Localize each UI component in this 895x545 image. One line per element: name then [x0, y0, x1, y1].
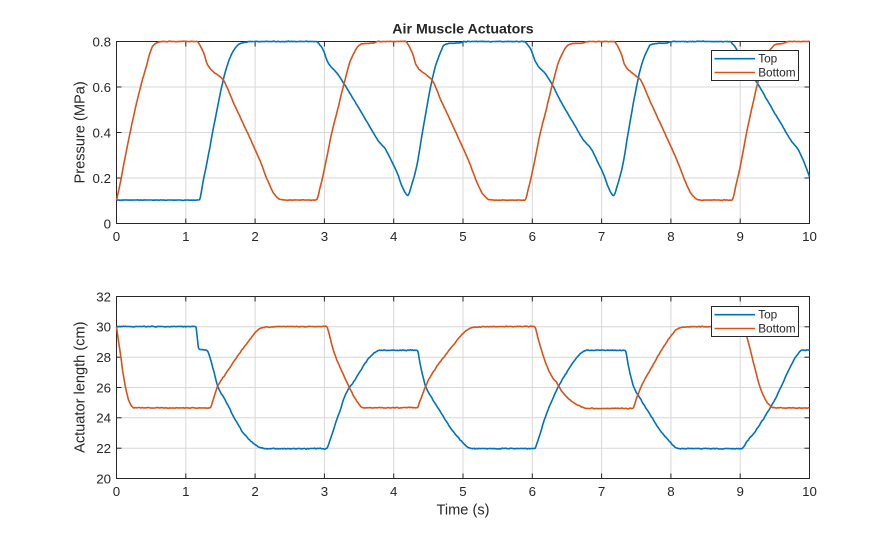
svg-text:2: 2: [251, 229, 258, 244]
svg-text:2: 2: [251, 484, 258, 499]
svg-text:32: 32: [96, 289, 111, 304]
svg-text:0.4: 0.4: [93, 125, 112, 140]
svg-text:Time (s): Time (s): [437, 503, 490, 519]
svg-text:Top: Top: [758, 52, 777, 66]
svg-text:22: 22: [96, 441, 111, 456]
svg-text:Top: Top: [758, 308, 777, 322]
svg-text:8: 8: [667, 229, 674, 244]
svg-text:28: 28: [96, 350, 111, 365]
svg-text:10: 10: [802, 484, 817, 499]
svg-text:5: 5: [459, 229, 466, 244]
svg-text:24: 24: [96, 411, 111, 426]
svg-text:9: 9: [736, 484, 743, 499]
svg-text:4: 4: [390, 229, 397, 244]
svg-text:10: 10: [802, 229, 817, 244]
svg-text:0.6: 0.6: [93, 80, 112, 95]
svg-text:0.8: 0.8: [93, 34, 112, 49]
svg-text:7: 7: [598, 484, 605, 499]
svg-text:0.2: 0.2: [93, 171, 112, 186]
svg-text:6: 6: [529, 484, 536, 499]
svg-text:0: 0: [104, 216, 111, 231]
svg-text:Actuator length (cm): Actuator length (cm): [73, 321, 89, 452]
svg-text:20: 20: [96, 471, 111, 486]
svg-text:9: 9: [736, 229, 743, 244]
svg-text:Bottom: Bottom: [758, 66, 796, 80]
svg-text:0: 0: [113, 484, 120, 499]
svg-text:0: 0: [113, 229, 120, 244]
svg-text:Pressure (MPa): Pressure (MPa): [73, 81, 89, 183]
svg-text:7: 7: [598, 229, 605, 244]
svg-text:1: 1: [182, 484, 189, 499]
svg-text:26: 26: [96, 380, 111, 395]
svg-text:4: 4: [390, 484, 397, 499]
svg-text:5: 5: [459, 484, 466, 499]
svg-text:30: 30: [96, 320, 111, 335]
svg-text:3: 3: [321, 229, 328, 244]
svg-text:3: 3: [321, 484, 328, 499]
svg-text:Air Muscle Actuators: Air Muscle Actuators: [392, 22, 533, 38]
svg-text:8: 8: [667, 484, 674, 499]
svg-text:6: 6: [529, 229, 536, 244]
svg-text:Bottom: Bottom: [758, 322, 796, 336]
svg-text:1: 1: [182, 229, 189, 244]
